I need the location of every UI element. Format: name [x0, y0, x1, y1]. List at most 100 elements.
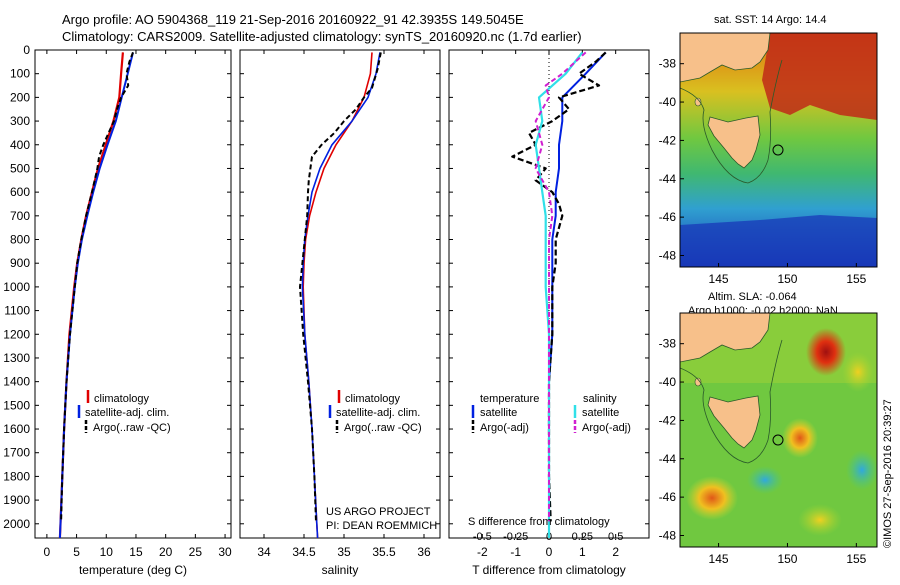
x-tick-label: 5: [73, 545, 80, 559]
y-tick-label: 0: [23, 43, 30, 57]
sst-float-marker: [772, 144, 784, 156]
king-island: [694, 97, 702, 107]
difference-panel: -2 -1 0 1 2-0.5 -0.25 0 0.25 0.5T difference fro…: [448, 49, 650, 577]
y-tick-label: 100: [10, 67, 30, 81]
y-tick-label: 1100: [4, 304, 30, 318]
y-tick-label: 300: [10, 114, 30, 128]
y-tick-label: 1700: [3, 446, 30, 460]
difference-legend: temperature salinity satellite Argo(-adj…: [468, 393, 631, 528]
map-x-tick-label: 145: [709, 272, 729, 286]
sst-map-frame: [679, 32, 878, 268]
sla-warm-south: [798, 504, 842, 536]
sla-low-anomaly: [747, 466, 783, 494]
map-y-tick-label: -44: [659, 172, 677, 186]
legend-climatology-label: climatology: [345, 393, 401, 405]
series-line-satellite-adj-clim-: [301, 52, 381, 539]
sla-low-anomaly-east: [846, 450, 877, 490]
plot-frame: [239, 49, 441, 539]
series-line-s-argo-adj-: [534, 51, 587, 522]
x-tick-label: 0: [546, 545, 553, 559]
y-tick-label: 500: [10, 161, 30, 175]
x-tick-label: 34: [257, 545, 271, 559]
map-y-tick-label: -48: [659, 248, 677, 262]
sst-blue-band: [680, 215, 877, 267]
x-tick-label: 2: [612, 545, 619, 559]
pi-label: PI: DEAN ROEMMICH: [326, 520, 437, 532]
credit-label: ©IMOS 27-Sep-2016 20:39:27: [882, 399, 894, 548]
sla-map-frame: [679, 312, 878, 548]
plot-frame: [34, 49, 232, 539]
legend-salinity-header: salinity: [583, 393, 617, 405]
s-tick-label: 0.25: [572, 531, 593, 543]
sla-float-marker: [772, 434, 784, 446]
salinity-legend: climatology satellite-adj. clim. Argo(..…: [326, 390, 437, 532]
series-line-satellite-adj-clim-: [58, 52, 134, 539]
y-tick-label: 1800: [3, 469, 30, 483]
x-tick-label: 35: [337, 545, 351, 559]
x-axis-label: T difference from climatology: [472, 563, 626, 577]
map-y-tick-label: -38: [659, 337, 677, 351]
sla-warm-centre: [782, 418, 818, 458]
map-y-tick-label: -40: [659, 95, 677, 109]
sla-warm-south-west: [686, 476, 738, 520]
x-tick-label: 36: [417, 545, 431, 559]
x-axis-label: salinity: [322, 563, 359, 577]
y-tick-label: 2000: [3, 517, 30, 531]
x-tick-label: 20: [159, 545, 173, 559]
x-tick-label: -1: [510, 545, 521, 559]
sst-warm-core: [762, 33, 877, 120]
map-x-tick-label: 145: [709, 552, 729, 566]
title-line-2: Climatology: CARS2009. Satellite-adjuste…: [62, 29, 582, 44]
legend-climatology-label: climatology: [94, 393, 150, 405]
temperature-panel: 0100200300400500600700800900100011001200…: [3, 43, 232, 577]
legend-t-satellite-label: satellite: [480, 407, 517, 419]
project-label: US ARGO PROJECT: [326, 506, 431, 518]
king-island: [694, 377, 702, 387]
x-tick-label: 1: [579, 545, 586, 559]
series-line-argo-raw-qc-: [60, 52, 134, 522]
map-y-tick-label: -44: [659, 452, 677, 466]
s-tick-label: 0.5: [608, 531, 623, 543]
map-x-tick-label: 150: [777, 552, 797, 566]
legend-satellite-label: satellite-adj. clim.: [336, 407, 420, 419]
map-x-tick-label: 150: [777, 272, 797, 286]
legend-t-argo-label: Argo(-adj): [480, 422, 529, 434]
legend-satellite-label: satellite-adj. clim.: [85, 407, 169, 419]
map-x-tick-label: 155: [846, 552, 866, 566]
legend-s-satellite-label: satellite: [582, 407, 619, 419]
y-tick-label: 200: [10, 90, 30, 104]
tasmania-island: [707, 395, 761, 449]
y-tick-label: 400: [10, 138, 30, 152]
y-tick-label: 1900: [3, 493, 30, 507]
legend-s-argo-label: Argo(-adj): [582, 422, 631, 434]
y-tick-label: 1200: [3, 327, 30, 341]
x-tick-label: 35.5: [372, 545, 396, 559]
sst-map: sat. SST: 14 Argo: 14.4 -38 -40 -42 -44 -46 -…: [659, 14, 878, 286]
mainland-coast: [680, 33, 771, 83]
isobath-contour: [680, 59, 783, 184]
legend-argo-label: Argo(..raw -QC): [93, 422, 171, 434]
y-tick-label: 900: [10, 256, 30, 270]
isobath-contour: [680, 339, 783, 464]
y-tick-label: 1600: [3, 422, 30, 436]
x-tick-label: 34.5: [292, 545, 316, 559]
map-y-tick-label: -40: [659, 375, 677, 389]
y-tick-label: 1000: [3, 280, 30, 294]
series-line-t-argo-adj-: [511, 51, 607, 522]
s-tick-label: -0.5: [473, 531, 492, 543]
x-axis-label: temperature (deg C): [79, 563, 187, 577]
series-line-t-satellite: [548, 51, 607, 538]
x-tick-label: 0: [44, 545, 51, 559]
x-tick-label: 15: [129, 545, 143, 559]
legend-temperature-header: temperature: [480, 393, 539, 405]
x-tick-label: 10: [100, 545, 114, 559]
legend-argo-label: Argo(..raw -QC): [344, 422, 422, 434]
temperature-legend: climatology satellite-adj. clim. Argo(..…: [77, 390, 171, 434]
s-difference-label: S difference from climatology: [468, 516, 610, 528]
y-tick-label: 1300: [3, 351, 30, 365]
x-tick-label: 30: [218, 545, 232, 559]
map-y-tick-label: -46: [659, 210, 677, 224]
sst-map-title: sat. SST: 14 Argo: 14.4: [714, 14, 827, 26]
map-y-tick-label: -46: [659, 490, 677, 504]
